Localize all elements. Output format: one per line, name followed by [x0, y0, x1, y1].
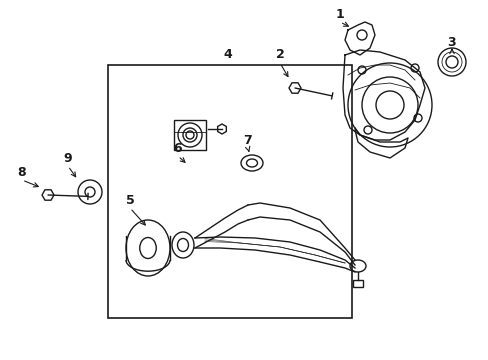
Bar	[352, 280, 362, 287]
Text: 7: 7	[243, 134, 252, 147]
Text: 3: 3	[447, 36, 455, 49]
Text: 1: 1	[335, 8, 344, 21]
Text: 4: 4	[223, 49, 232, 62]
Text: 5: 5	[125, 194, 134, 207]
Text: 6: 6	[173, 141, 182, 154]
Bar	[108, 65, 351, 318]
Text: 2: 2	[275, 49, 284, 62]
Text: 9: 9	[63, 152, 72, 165]
Text: 8: 8	[18, 166, 26, 179]
Bar	[174, 120, 205, 150]
